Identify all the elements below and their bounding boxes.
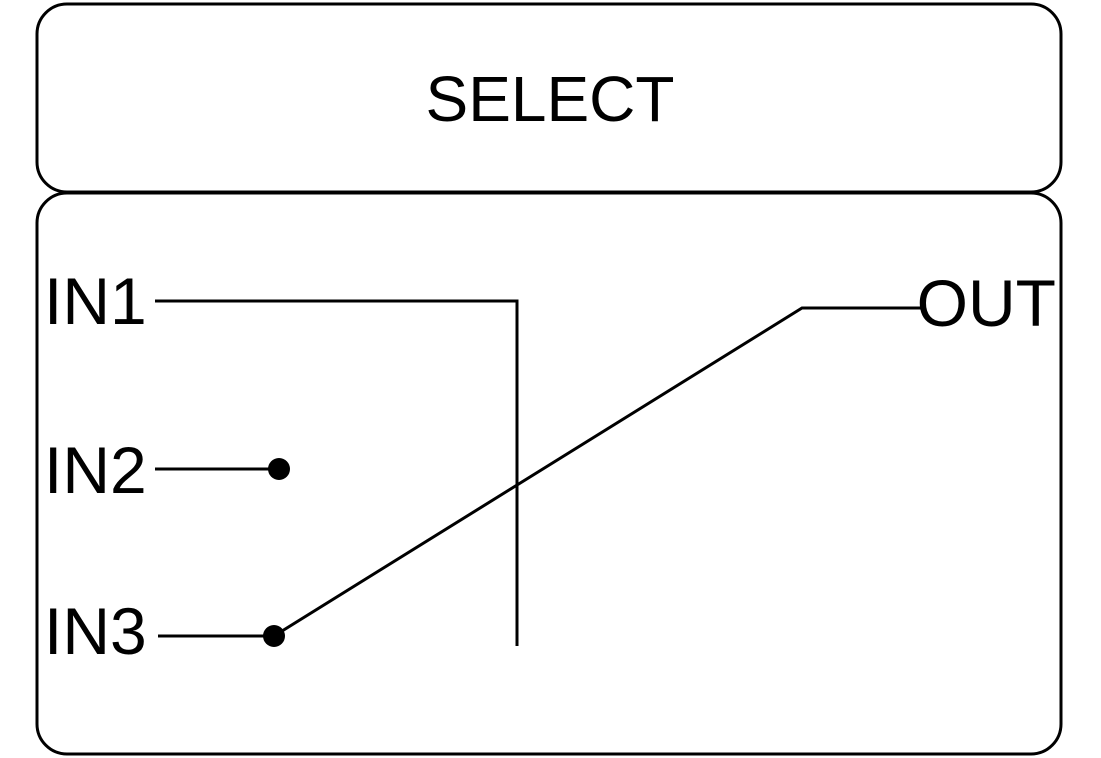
input-label-in3: IN3 bbox=[44, 594, 147, 668]
body-box bbox=[37, 193, 1061, 754]
block-title: SELECT bbox=[426, 63, 675, 135]
input-label-in2: IN2 bbox=[44, 433, 147, 507]
output-label-out: OUT bbox=[917, 266, 1056, 340]
in2-terminal-dot bbox=[268, 458, 290, 480]
input-label-in1: IN1 bbox=[44, 264, 147, 338]
